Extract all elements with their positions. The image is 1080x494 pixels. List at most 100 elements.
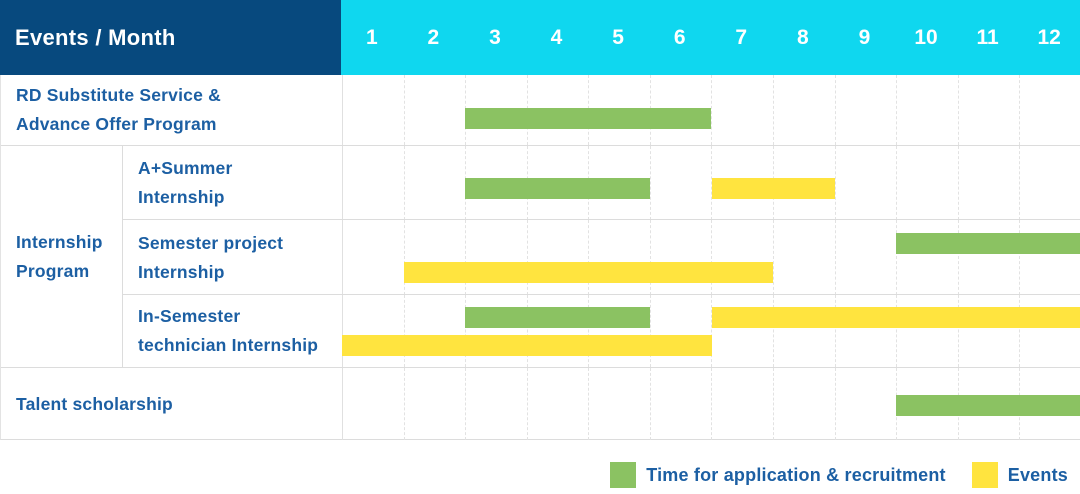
month-grid-cell	[649, 368, 712, 440]
month-grid-cell	[403, 295, 466, 367]
month-grid-cell	[957, 146, 1020, 220]
month-grid-cell	[896, 146, 958, 220]
month-grid-cell	[526, 368, 589, 440]
bar-event	[342, 335, 712, 356]
month-grid-cell	[649, 146, 712, 220]
month-grid-cell	[773, 75, 835, 145]
row-label-cell: In-Semester technician Internship	[123, 295, 342, 367]
month-grid-cell	[711, 295, 773, 367]
row-label: Talent scholarship	[16, 393, 173, 414]
corner-header-title: Events / Month	[15, 24, 176, 50]
month-grid-cell	[896, 220, 958, 295]
month-header-cell: 7	[735, 25, 748, 49]
month-grid-cell	[403, 75, 466, 145]
month-track	[342, 75, 1080, 145]
month-grid-cell	[588, 295, 650, 367]
row-label: A+Summer Internship	[138, 158, 233, 207]
month-header-cell: 2	[427, 25, 440, 49]
month-header-row: 1 2 3 4 5 6 7 8 9 10 11 12	[341, 0, 1080, 75]
month-grid-cell	[649, 295, 712, 367]
month-grid-cell	[773, 220, 835, 295]
month-header-cell: 9	[858, 25, 871, 49]
month-grid-cell	[342, 75, 404, 145]
legend-swatch-recruitment-icon	[610, 462, 637, 488]
month-grid-cell	[403, 368, 466, 440]
month-grid-cell	[526, 220, 589, 295]
bar-event	[711, 178, 835, 199]
month-header-cell: 6	[673, 25, 686, 49]
legend: Time for application & recruitment Event…	[610, 461, 1068, 489]
table-row-a-plus-summer: A+Summer Internship	[1, 146, 1080, 220]
row-label-cell: RD Substitute Service & Advance Offer Pr…	[1, 75, 342, 145]
month-grid-cell	[403, 146, 466, 220]
month-grid-cell	[588, 220, 650, 295]
row-label-cell: Semester project Internship	[123, 220, 342, 295]
table-row-talent-scholarship: Talent scholarship	[1, 368, 1080, 440]
month-grid-cell	[711, 220, 773, 295]
month-header-cell: 4	[550, 25, 563, 49]
month-grid-cell	[834, 295, 897, 367]
month-header-cell: 1	[365, 25, 378, 49]
month-grid-cell	[342, 146, 404, 220]
row-label: RD Substitute Service & Advance Offer Pr…	[16, 85, 221, 134]
month-grid-cell	[834, 220, 897, 295]
legend-swatch-events-icon	[971, 462, 998, 488]
legend-item-recruitment: Time for application & recruitment	[610, 462, 946, 488]
month-grid-cell	[957, 295, 1020, 367]
month-track	[342, 295, 1080, 367]
month-track	[342, 368, 1080, 440]
month-header-cell: 12	[1037, 25, 1061, 49]
month-track	[342, 220, 1080, 295]
group-cell-internship-program: Internship Program	[1, 146, 123, 368]
month-grid-cell	[465, 295, 527, 367]
legend-label-recruitment: Time for application & recruitment	[646, 464, 946, 485]
row-label-cell: Talent scholarship	[1, 368, 342, 440]
month-track	[342, 146, 1080, 220]
legend-label-events: Events	[1007, 464, 1068, 485]
bar-recruitment	[896, 395, 1080, 416]
row-label: Semester project Internship	[138, 232, 284, 282]
month-header-cell: 5	[612, 25, 624, 49]
month-grid-cell	[465, 220, 527, 295]
bar-event	[403, 262, 774, 283]
month-grid-cell	[957, 220, 1020, 295]
month-grid-cell	[711, 75, 773, 145]
month-grid-cell	[1019, 220, 1080, 295]
legend-item-events: Events	[971, 462, 1068, 488]
month-header-cell: 10	[914, 25, 938, 49]
row-label-cell: A+Summer Internship	[123, 146, 342, 220]
bar-event	[711, 307, 1080, 328]
month-grid-cell	[957, 75, 1020, 145]
month-grid-cell	[773, 295, 835, 367]
row-label: In-Semester technician Internship	[138, 306, 319, 355]
month-grid-cell	[1019, 75, 1080, 145]
month-header-cell: 11	[976, 25, 999, 49]
month-grid-cell	[834, 75, 897, 145]
group-label: Internship Program	[16, 232, 103, 281]
month-grid-cell	[403, 220, 466, 295]
month-grid-cell	[1019, 146, 1080, 220]
month-grid-cell	[1019, 295, 1080, 367]
month-grid-cell	[465, 368, 527, 440]
table-row-in-semester-technician: In-Semester technician Internship	[1, 295, 1080, 368]
month-grid-cell	[834, 368, 897, 440]
month-grid-cell	[773, 368, 835, 440]
month-grid-cell	[649, 220, 712, 295]
month-header-cell: 8	[796, 25, 809, 49]
bar-recruitment	[465, 178, 650, 199]
bar-recruitment	[465, 108, 712, 129]
month-grid-cell	[342, 295, 404, 367]
gantt-body: Internship Program RD Substitute Service…	[0, 75, 1080, 440]
month-grid-cell	[342, 220, 404, 295]
corner-header: Events / Month	[0, 0, 341, 75]
month-grid-cell	[711, 368, 773, 440]
table-row-rd-substitute: RD Substitute Service & Advance Offer Pr…	[1, 75, 1080, 146]
month-grid-cell	[896, 75, 958, 145]
month-header-cell: 3	[489, 25, 501, 49]
month-grid-cell	[834, 146, 897, 220]
bar-recruitment	[465, 307, 650, 328]
month-grid-cell	[588, 368, 650, 440]
month-grid-cell	[526, 295, 589, 367]
month-grid-cell	[342, 368, 404, 440]
